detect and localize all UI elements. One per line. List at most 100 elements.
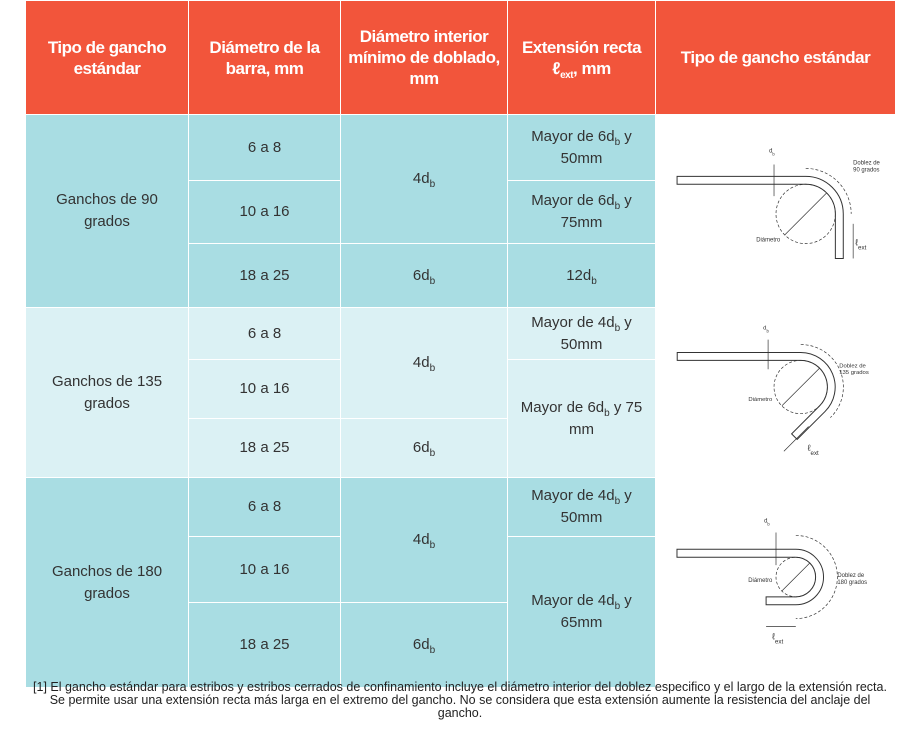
diameter-label: Diámetro <box>748 578 773 584</box>
subscript: b <box>429 275 436 287</box>
ext-label: ℓext <box>807 443 818 457</box>
text-run: Diámetro de la barra, mm <box>209 37 320 78</box>
diameter-line <box>784 192 827 235</box>
inner-diameter: 4db <box>340 477 508 603</box>
text-run: y 50mm <box>560 313 632 353</box>
text-run: y 65mm <box>560 592 632 631</box>
hook-type: Ganchos de 90 grados <box>25 114 189 308</box>
text-run: d <box>764 519 767 525</box>
bar-diameter: 18 a 25 <box>188 243 341 308</box>
text-run: ℓ <box>807 443 810 453</box>
hook-table: Tipo de gancho estándar Diámetro de la b… <box>25 0 896 688</box>
text-run: Mayor de 6d <box>531 127 615 145</box>
text-run: 6d <box>412 266 430 284</box>
text-run: ℓ <box>552 58 561 78</box>
extension: Mayor de 6db y 50mm <box>507 113 656 182</box>
text-run: Tipo de gancho estándar <box>47 37 167 78</box>
subscript: b <box>772 151 775 156</box>
hook-type: Ganchos de 135 grados <box>25 307 189 478</box>
db-label: db <box>764 519 770 527</box>
bar-diameter: 18 a 25 <box>188 418 341 478</box>
ext-label: ℓext <box>855 238 866 252</box>
diameter-label: Diámetro <box>748 397 773 403</box>
subscript: b <box>767 521 770 526</box>
hook-180-figure: db Doblez de 180 grados Diámetro ℓext <box>675 519 867 645</box>
subscript: b <box>614 201 621 213</box>
extension: Mayor de 4db y 50mm <box>507 307 656 360</box>
subscript: b <box>429 540 436 551</box>
subscript: b <box>766 328 769 333</box>
inner-diameter: 4db <box>340 114 508 244</box>
text-run: 12d <box>566 266 592 284</box>
text-run: 6d <box>412 636 430 653</box>
text-run: Tipo de gancho estándar <box>680 48 871 67</box>
bar-diameter: 6 a 8 <box>188 307 341 360</box>
diameter-circle <box>775 183 836 244</box>
db-label: db <box>763 326 769 334</box>
bar-diameter: 6 a 8 <box>188 477 341 537</box>
figure-cell: db Doblez de 180 grados Diámetro ℓext <box>655 477 896 688</box>
diameter-line <box>781 562 810 592</box>
subscript: ext <box>858 244 867 251</box>
subscript: b <box>429 448 436 459</box>
text-run: Mayor de 4d <box>531 313 615 331</box>
inner-diameter: 6db <box>340 243 508 308</box>
db-label: db <box>769 149 775 157</box>
hook-shape <box>676 175 844 259</box>
inner-diameter: 6db <box>340 418 508 478</box>
text-run: Mayor de 6d <box>531 192 615 210</box>
header-cell: Extensión recta ℓext, mm <box>507 0 656 115</box>
text-run: , mm <box>573 58 611 78</box>
subscript: b <box>614 136 621 148</box>
subscript: b <box>591 275 597 287</box>
subscript: b <box>429 645 436 656</box>
extension: Mayor de 4db y 65mm <box>507 536 656 688</box>
extension: Mayor de 6db y 75mm <box>507 180 656 244</box>
row: 10 a 16 Mayor de 6db y 75mm <box>26 180 896 244</box>
row: 10 a 16 Mayor de 6db y 75 mm <box>26 359 896 478</box>
text-run: 4d <box>412 531 430 548</box>
row: 18 a 25 6db 12db <box>26 243 896 308</box>
header-cell: Diámetro interior mínimo de doblado, mm <box>340 0 508 115</box>
row: 10 a 16 Mayor de 4db y 65mm <box>26 536 896 688</box>
subscript: b <box>614 601 621 612</box>
diameter-line <box>781 368 820 407</box>
text-run: d <box>769 149 772 155</box>
text-run: y 75mm <box>560 192 632 232</box>
text-run: 6d <box>412 439 430 456</box>
row: 18 a 25 6db <box>26 418 896 478</box>
row: Ganchos de 135 grados 6 a 8 4db Mayor de… <box>25 307 896 478</box>
inner-diameter: 4db <box>340 307 508 419</box>
bar-diameter: 18 a 25 <box>188 602 341 688</box>
subscript: b <box>604 407 610 419</box>
bend-label: Doblez de <box>839 363 866 369</box>
text-run: Mayor de 4d <box>531 487 615 504</box>
row: Ganchos de 180 grados 6 a 8 4db Mayor de… <box>25 477 896 688</box>
subscript: ext <box>810 450 819 457</box>
text-run: Diámetro interior mínimo de doblado, mm <box>348 27 500 88</box>
hook-135-figure: db Doblez de 135 grados Diámetro ℓext <box>676 326 868 457</box>
ext-mark <box>783 426 809 452</box>
diameter-label: Diámetro <box>756 238 781 244</box>
bar-diameter: 6 a 8 <box>188 113 341 182</box>
inner-diameter: 6db <box>340 602 508 688</box>
bar-diameter: 10 a 16 <box>188 359 341 419</box>
ext-label: ℓext <box>772 631 783 645</box>
header-cell: Tipo de gancho estándar <box>25 0 189 115</box>
text-run: Mayor de 6d <box>520 398 605 416</box>
hook-type: Ganchos de 180 grados <box>25 477 189 688</box>
bend-label: Doblez de <box>853 160 880 166</box>
extension: Mayor de 4db y 50mm <box>507 477 656 537</box>
text-run: ℓ <box>855 238 858 248</box>
figure-cell: db Doblez de 135 grados Diámetro ℓext <box>655 307 896 478</box>
text-run: y 50mm <box>560 487 632 526</box>
row: 18 a 25 6db <box>26 602 896 688</box>
subscript: b <box>614 496 621 507</box>
bend-arc <box>800 344 844 418</box>
header-cell: Tipo de gancho estándar <box>655 0 896 115</box>
bend-arc <box>795 535 838 619</box>
bend-arc <box>805 168 852 214</box>
subscript: b <box>429 179 436 190</box>
bend-label: Doblez de <box>837 573 864 579</box>
